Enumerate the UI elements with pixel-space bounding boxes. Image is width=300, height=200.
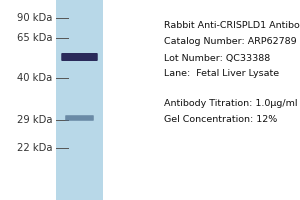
FancyBboxPatch shape (65, 115, 94, 121)
Text: 40 kDa: 40 kDa (17, 73, 52, 83)
Text: Antibody Titration: 1.0μg/ml: Antibody Titration: 1.0μg/ml (164, 99, 297, 108)
Text: Lot Number: QC33388: Lot Number: QC33388 (164, 53, 270, 62)
FancyBboxPatch shape (61, 53, 98, 61)
Text: 65 kDa: 65 kDa (17, 33, 52, 43)
Text: Rabbit Anti-CRISPLD1 Antibody: Rabbit Anti-CRISPLD1 Antibody (164, 21, 300, 29)
Text: Catalog Number: ARP62789: Catalog Number: ARP62789 (164, 38, 296, 46)
Text: 29 kDa: 29 kDa (17, 115, 52, 125)
Bar (56, 0, 104, 200)
Text: Lane:  Fetal Liver Lysate: Lane: Fetal Liver Lysate (164, 70, 279, 78)
Text: Gel Concentration: 12%: Gel Concentration: 12% (164, 116, 277, 124)
Text: 90 kDa: 90 kDa (17, 13, 52, 23)
Text: 22 kDa: 22 kDa (17, 143, 52, 153)
